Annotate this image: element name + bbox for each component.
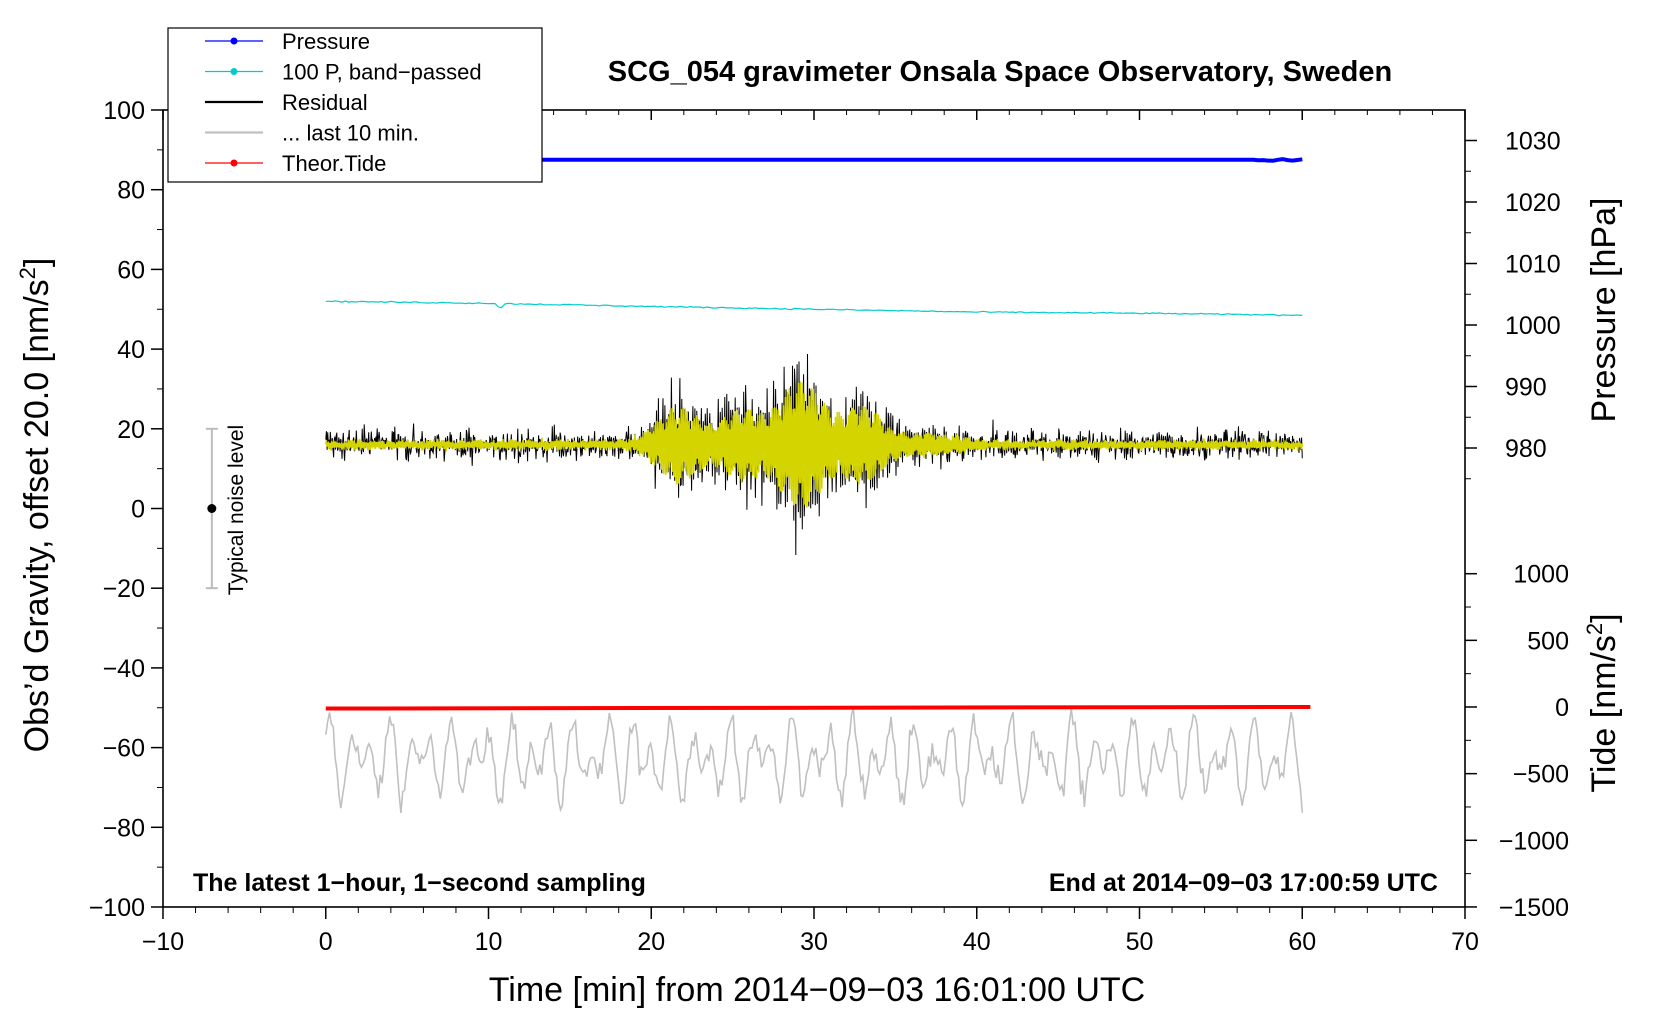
pressure-tick-label: 1020	[1505, 189, 1561, 217]
y-tick-label: 80	[117, 177, 145, 205]
plot-frame	[162, 109, 1466, 908]
tide-axis-title-end: ]	[1585, 613, 1623, 622]
tide-tick-label: −1500	[1499, 894, 1569, 922]
noise-indicator: Typical noise level	[205, 425, 248, 595]
band-passed-pressure-line	[325, 300, 1303, 317]
tide-axis-title: Tide [nm/s2]	[1582, 613, 1623, 792]
legend-label: Residual	[282, 90, 368, 115]
x-tick-label: 10	[475, 928, 503, 956]
x-tick-label: 20	[637, 928, 665, 956]
legend-marker	[230, 68, 238, 75]
y-axis: −100 −80 −60 −40 −20 0 20 40 60 80 100	[89, 97, 163, 922]
pressure-tick-label: 1030	[1505, 128, 1561, 156]
y-axis-title-text: Obs’d Gravity, offset 20.0 [nm/s	[18, 279, 56, 752]
plot-area	[162, 109, 1466, 908]
tide-axis-title-text: Tide [nm/s	[1585, 635, 1623, 792]
sampling-annotation: The latest 1−hour, 1−second sampling	[193, 869, 646, 897]
theoretical-tide-line	[325, 704, 1311, 711]
y-tick-label: −80	[103, 814, 145, 842]
chart-title: SCG_054 gravimeter Onsala Space Observat…	[608, 56, 1392, 88]
end-time-annotation: End at 2014−09−03 17:00:59 UTC	[1049, 869, 1438, 897]
tide-tick-label: −1000	[1499, 827, 1569, 855]
x-tick-label: 30	[800, 928, 828, 956]
pressure-axis: 980 990 1000 1010 1020 1030	[1465, 128, 1561, 480]
y-tick-label: 60	[117, 256, 145, 284]
legend-marker	[230, 159, 238, 167]
noise-bar-center-dot	[207, 504, 217, 513]
x-tick-label: 60	[1288, 928, 1316, 956]
y-tick-label: 100	[103, 97, 145, 125]
tide-axis-title-sup: 2	[1582, 623, 1607, 635]
y-axis-title-end: ]	[18, 258, 56, 267]
legend-marker	[230, 37, 238, 45]
y-tick-label: −40	[103, 655, 145, 683]
tide-tick-label: 0	[1555, 694, 1569, 722]
legend-label: Theor.Tide	[282, 151, 386, 176]
y-axis-title: Obs’d Gravity, offset 20.0 [nm/s2]	[15, 258, 56, 753]
x-axis-title: Time [min] from 2014−09−03 16:01:00 UTC	[489, 971, 1145, 1009]
y-tick-label: −100	[89, 894, 145, 922]
x-tick-label: 40	[963, 928, 991, 956]
tide-tick-label: 500	[1527, 627, 1569, 655]
pressure-tick-label: 1010	[1505, 251, 1561, 279]
last-10-min-line	[325, 708, 1304, 814]
y-tick-label: 40	[117, 336, 145, 364]
y-tick-label: −60	[103, 735, 145, 763]
legend-label: ... last 10 min.	[282, 121, 419, 146]
legend-box	[167, 27, 543, 183]
tide-axis: −1500 −1000 −500 0 500 1000	[1465, 561, 1569, 922]
pressure-tick-label: 1000	[1505, 312, 1561, 340]
pressure-tick-label: 990	[1505, 374, 1547, 402]
x-tick-label: −10	[142, 928, 184, 956]
x-tick-label: 0	[319, 928, 333, 956]
legend-label: 100 P, band−passed	[282, 60, 482, 85]
x-axis: −10 0 10 20 30 40 50 60 70	[142, 110, 1479, 956]
tide-tick-label: 1000	[1513, 561, 1569, 589]
y-tick-label: 0	[131, 496, 145, 524]
noise-level-label: Typical noise level	[225, 425, 248, 595]
y-tick-label: 20	[117, 416, 145, 444]
residual-filtered-line	[325, 381, 1304, 508]
pressure-axis-title: Pressure [hPa]	[1585, 198, 1623, 423]
tide-tick-label: −500	[1513, 761, 1569, 789]
legend-label: Pressure	[282, 29, 370, 54]
pressure-tick-label: 980	[1505, 435, 1547, 463]
x-tick-label: 70	[1451, 928, 1479, 956]
legend: Pressure 100 P, band−passed Residual ... la…	[167, 27, 543, 183]
y-tick-label: −20	[103, 575, 145, 603]
series-layer	[325, 157, 1311, 814]
y-axis-title-sup: 2	[15, 267, 40, 279]
x-tick-label: 50	[1126, 928, 1154, 956]
